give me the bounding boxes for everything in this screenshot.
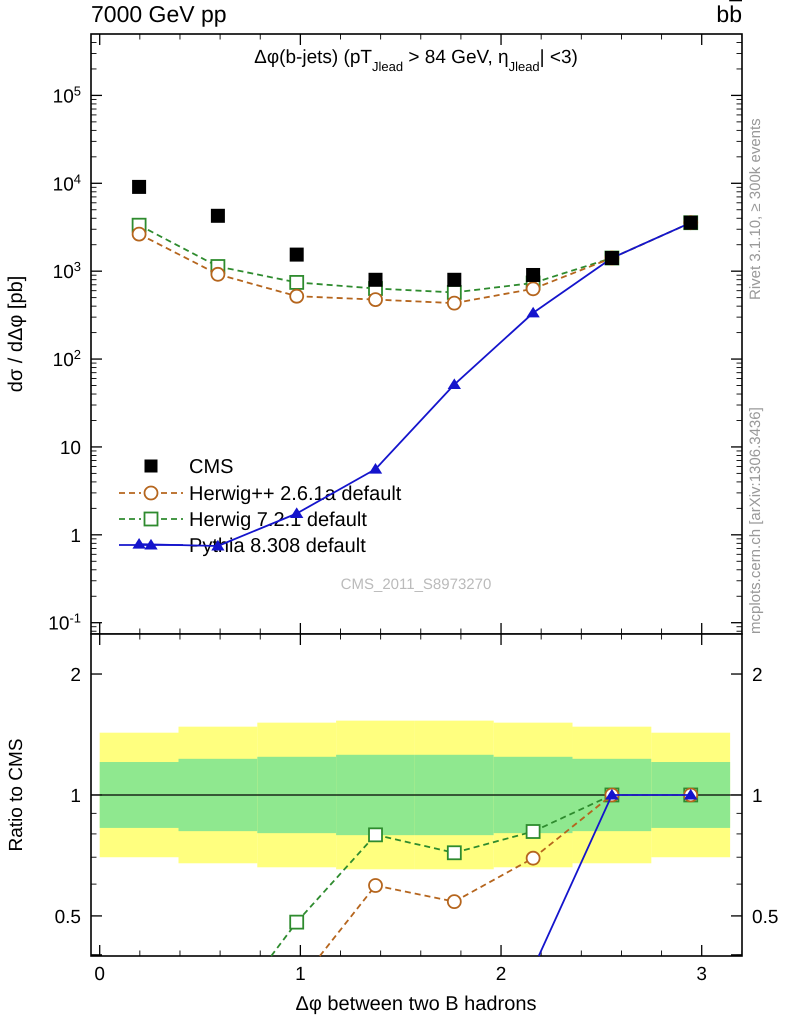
svg-text:1: 1 <box>295 964 306 985</box>
svg-text:Ratio to CMS: Ratio to CMS <box>6 739 27 852</box>
svg-text:2: 2 <box>752 665 763 686</box>
svg-text:0: 0 <box>94 964 105 985</box>
svg-text:0.5: 0.5 <box>55 907 81 928</box>
svg-text:0.5: 0.5 <box>752 907 778 928</box>
svg-text:Rivet 3.1.10, ≥ 300k events: Rivet 3.1.10, ≥ 300k events <box>747 118 764 300</box>
svg-text:Herwig 7.2.1 default: Herwig 7.2.1 default <box>189 509 367 531</box>
svg-text:Δφ between two B hadrons: Δφ between two B hadrons <box>296 993 537 1015</box>
svg-text:bb: bb <box>716 1 742 27</box>
svg-text:CMS_2011_S8973270: CMS_2011_S8973270 <box>341 576 492 593</box>
svg-text:dσ / dΔφ [pb]: dσ / dΔφ [pb] <box>5 276 27 393</box>
svg-text:Herwig++ 2.6.1a default: Herwig++ 2.6.1a default <box>189 483 402 505</box>
svg-text:1: 1 <box>70 526 81 547</box>
svg-text:2: 2 <box>70 665 81 686</box>
svg-text:10: 10 <box>60 438 81 459</box>
svg-text:7000 GeV pp: 7000 GeV pp <box>91 1 227 27</box>
svg-text:mcplots.cern.ch [arXiv:1306.34: mcplots.cern.ch [arXiv:1306.3436] <box>747 407 764 634</box>
svg-text:3: 3 <box>696 964 707 985</box>
svg-text:2: 2 <box>496 964 507 985</box>
svg-text:CMS: CMS <box>189 456 233 478</box>
svg-text:1: 1 <box>752 786 763 807</box>
svg-text:1: 1 <box>70 786 81 807</box>
